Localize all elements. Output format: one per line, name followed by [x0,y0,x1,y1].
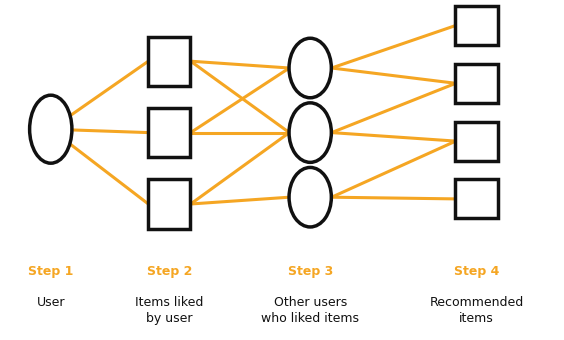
Text: Step 1: Step 1 [28,265,73,278]
Text: Step 4: Step 4 [454,265,499,278]
Ellipse shape [289,168,332,227]
Ellipse shape [289,103,332,163]
Text: User: User [37,296,65,309]
Text: Recommended
items: Recommended items [429,296,524,325]
Text: Other users
who liked items: Other users who liked items [261,296,359,325]
FancyBboxPatch shape [148,37,191,86]
FancyBboxPatch shape [148,180,191,228]
FancyBboxPatch shape [456,180,497,219]
Text: Step 2: Step 2 [147,265,192,278]
Ellipse shape [289,38,332,98]
Text: Items liked
by user: Items liked by user [135,296,204,325]
Ellipse shape [29,95,72,163]
Text: Step 3: Step 3 [288,265,333,278]
FancyBboxPatch shape [456,6,497,45]
FancyBboxPatch shape [456,122,497,161]
FancyBboxPatch shape [456,64,497,103]
FancyBboxPatch shape [148,108,191,157]
